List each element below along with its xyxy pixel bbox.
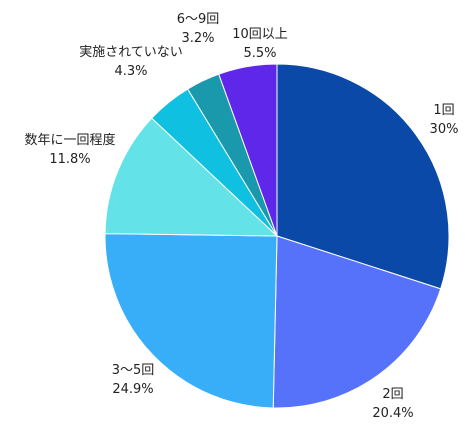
slice-label-category-7: 10回以上 — [232, 27, 288, 42]
slice-3 — [104, 233, 278, 409]
slice-label-category-6: 6～9回 — [177, 12, 220, 27]
slice-label-category-1: 1回 — [433, 103, 454, 118]
slice-label-category-3: 3～5回 — [112, 363, 155, 378]
slice-2 — [272, 235, 442, 409]
slice-label-category-4: 数年に一回程度 — [24, 132, 115, 148]
pie-slices — [104, 63, 450, 409]
slice-label-value-4: 11.8% — [49, 152, 90, 167]
slice-label-category-5: 実施されていない — [79, 44, 183, 60]
slice-label-category-2: 2回 — [382, 387, 403, 402]
slice-1 — [276, 63, 450, 290]
slice-label-value-2: 20.4% — [372, 406, 413, 421]
slice-7 — [218, 63, 278, 237]
slice-label-value-7: 5.5% — [243, 46, 276, 61]
slice-labels: 1回 30% 2回 20.4% 3～5回 24.9% 数年に一回程度 11.8% 実施されていな… — [24, 12, 458, 421]
slice-label-value-3: 24.9% — [112, 382, 153, 397]
slice-label-value-1: 30% — [430, 122, 459, 137]
slice-4 — [104, 117, 279, 237]
slice-label-value-6: 3.2% — [181, 31, 214, 46]
slice-label-value-5: 4.3% — [114, 64, 147, 79]
